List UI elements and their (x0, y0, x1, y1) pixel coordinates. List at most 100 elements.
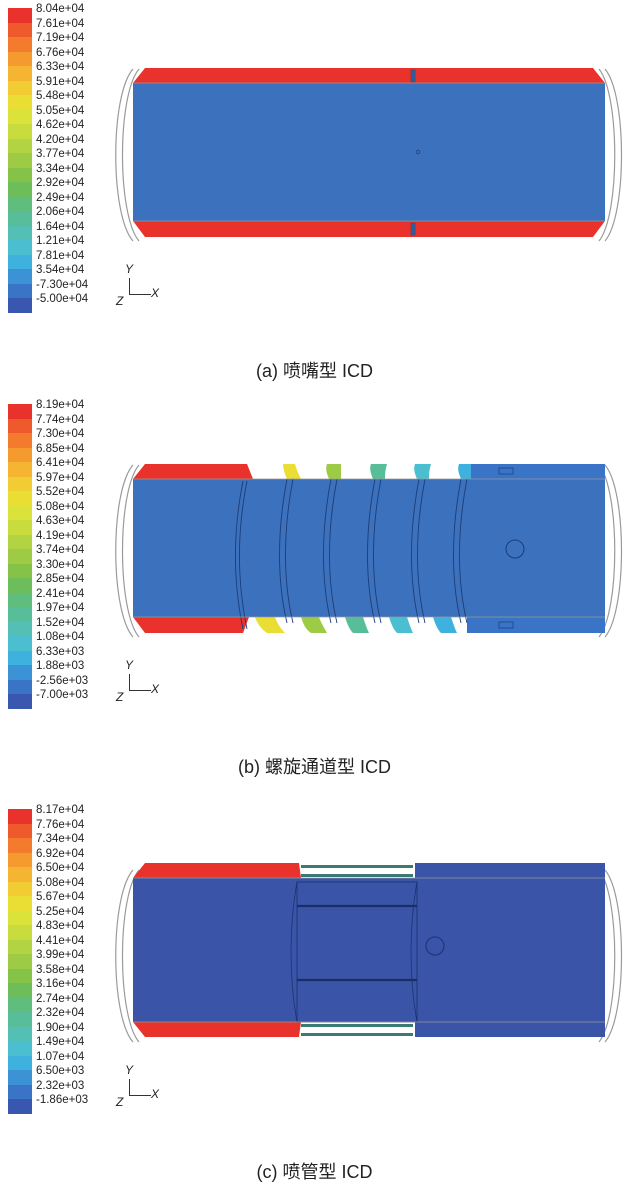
outlet-port-top (498, 467, 514, 475)
spiral-band-cyan-bottom (389, 617, 413, 633)
axis-y-label: Y (125, 658, 134, 672)
pipe-contour-drawing (115, 464, 623, 638)
legend-value: 3.58e+04 (36, 963, 85, 976)
legend-swatch (8, 124, 32, 139)
legend-swatch (8, 37, 32, 52)
legend-value: 6.76e+04 (36, 46, 85, 59)
legend-swatch (8, 447, 32, 462)
legend-swatch (8, 881, 32, 896)
legend-swatch (8, 809, 32, 824)
axis-y-line (129, 278, 130, 295)
legend-value: 7.61e+04 (36, 17, 85, 30)
legend-value: 5.52e+04 (36, 486, 85, 498)
legend-swatch (8, 95, 32, 110)
legend-value: 1.90e+04 (36, 1021, 85, 1034)
legend-swatch (8, 650, 32, 665)
base-pipe (133, 83, 605, 221)
axis-y-label: Y (125, 262, 134, 276)
legend-swatch (8, 254, 32, 269)
legend-swatch (8, 433, 32, 448)
legend-swatch (8, 607, 32, 622)
axis-triad: Y Z X (116, 1063, 176, 1123)
axis-x-label: X (151, 286, 160, 300)
nozzle-bottom (410, 222, 416, 236)
spiral-channel-lines (235, 478, 468, 630)
nozzle-tube-top-2 (301, 874, 413, 877)
legend-value: 1.97e+04 (36, 602, 85, 614)
legend-value: 5.08e+04 (36, 500, 85, 513)
axis-triad: Y Z X (116, 658, 176, 718)
legend-swatch (8, 852, 32, 867)
legend-value: 1.49e+04 (36, 1036, 85, 1048)
axis-y-line (129, 674, 130, 691)
outlet-housing-bottom (467, 617, 605, 633)
legend-swatch (8, 153, 32, 168)
legend-value: 7.76e+04 (36, 818, 85, 831)
legend-swatch (8, 896, 32, 911)
legend-value: 7.19e+04 (36, 32, 85, 44)
legend-value: 4.62e+04 (36, 119, 85, 131)
legend-swatch (8, 1055, 32, 1070)
legend-value: 5.67e+04 (36, 891, 85, 903)
legend-swatch (8, 1026, 32, 1041)
legend-value: 7.30e+04 (36, 428, 85, 440)
legend-swatch (8, 838, 32, 853)
spiral-band-cyan-top (414, 464, 431, 479)
axis-triad: Y Z X (116, 262, 176, 322)
legend-swatch (8, 138, 32, 153)
legend-value: 6.33e+04 (36, 61, 85, 73)
legend-value: 2.32e+03 (36, 1079, 85, 1092)
bottom-annulus-inlet (133, 617, 249, 633)
axis-z-label: Z (116, 294, 124, 308)
outlet-hole (505, 539, 525, 559)
legend-swatch (8, 592, 32, 607)
legend-value: 2.49e+04 (36, 191, 85, 204)
legend-value: 1.21e+04 (36, 235, 85, 247)
legend-labels: 8.19e+04 7.74e+04 7.30e+04 6.85e+04 6.41e+04… (36, 398, 88, 703)
legend-swatch (8, 636, 32, 651)
outlet-housing-top (471, 464, 605, 479)
left-end-cap-inner (121, 68, 140, 242)
legend-swatch (8, 939, 32, 954)
legend-swatch (8, 1012, 32, 1027)
middle-sleeve (296, 881, 418, 1023)
spiral-band-yellow-top (283, 464, 301, 479)
legend-value: 5.25e+04 (36, 905, 85, 918)
axis-x-line (129, 294, 151, 295)
legend-value: 8.17e+04 (36, 804, 85, 816)
legend-swatch (8, 910, 32, 925)
legend-labels: 8.17e+04 7.76e+04 7.34e+04 6.92e+04 6.50e+04… (36, 803, 88, 1108)
legend-swatch (8, 823, 32, 838)
legend-labels: 8.04e+04 7.61e+04 7.19e+04 6.76e+04 6.33e+04… (36, 2, 88, 307)
outlet-hole (425, 936, 445, 956)
legend-swatch (8, 22, 32, 37)
top-annulus (133, 68, 605, 83)
nozzle-tube-bottom-2 (301, 1033, 413, 1036)
legend-swatch (8, 283, 32, 298)
legend-swatch (8, 225, 32, 240)
legend-value: 7.74e+04 (36, 413, 85, 426)
right-end-cap (604, 68, 623, 242)
legend-swatches (8, 809, 32, 1114)
legend-value: 5.97e+04 (36, 471, 85, 484)
legend-value: 3.54e+04 (36, 264, 85, 276)
spiral-band-blue-top (458, 464, 473, 479)
spiral-band-blue-bottom (433, 617, 457, 633)
legend-value: 7.34e+04 (36, 833, 85, 845)
legend-swatch (8, 240, 32, 255)
legend-value: 8.04e+04 (36, 3, 85, 15)
legend-value: 6.92e+04 (36, 847, 85, 860)
legend-swatch (8, 1070, 32, 1085)
top-annulus-inlet (133, 464, 253, 479)
panel-caption: (c) 喷管型 ICD (256, 1162, 373, 1182)
legend-swatch (8, 80, 32, 95)
legend-value: 4.41e+04 (36, 934, 85, 947)
legend-swatch (8, 298, 32, 313)
legend-value: 4.83e+04 (36, 920, 85, 932)
legend-value: 4.20e+04 (36, 133, 85, 146)
legend-value: 6.50e+03 (36, 1065, 85, 1077)
legend-swatches (8, 8, 32, 313)
outlet-housing-bottom (415, 1022, 605, 1037)
nozzle-tube-top (301, 865, 413, 868)
legend-swatch (8, 694, 32, 709)
